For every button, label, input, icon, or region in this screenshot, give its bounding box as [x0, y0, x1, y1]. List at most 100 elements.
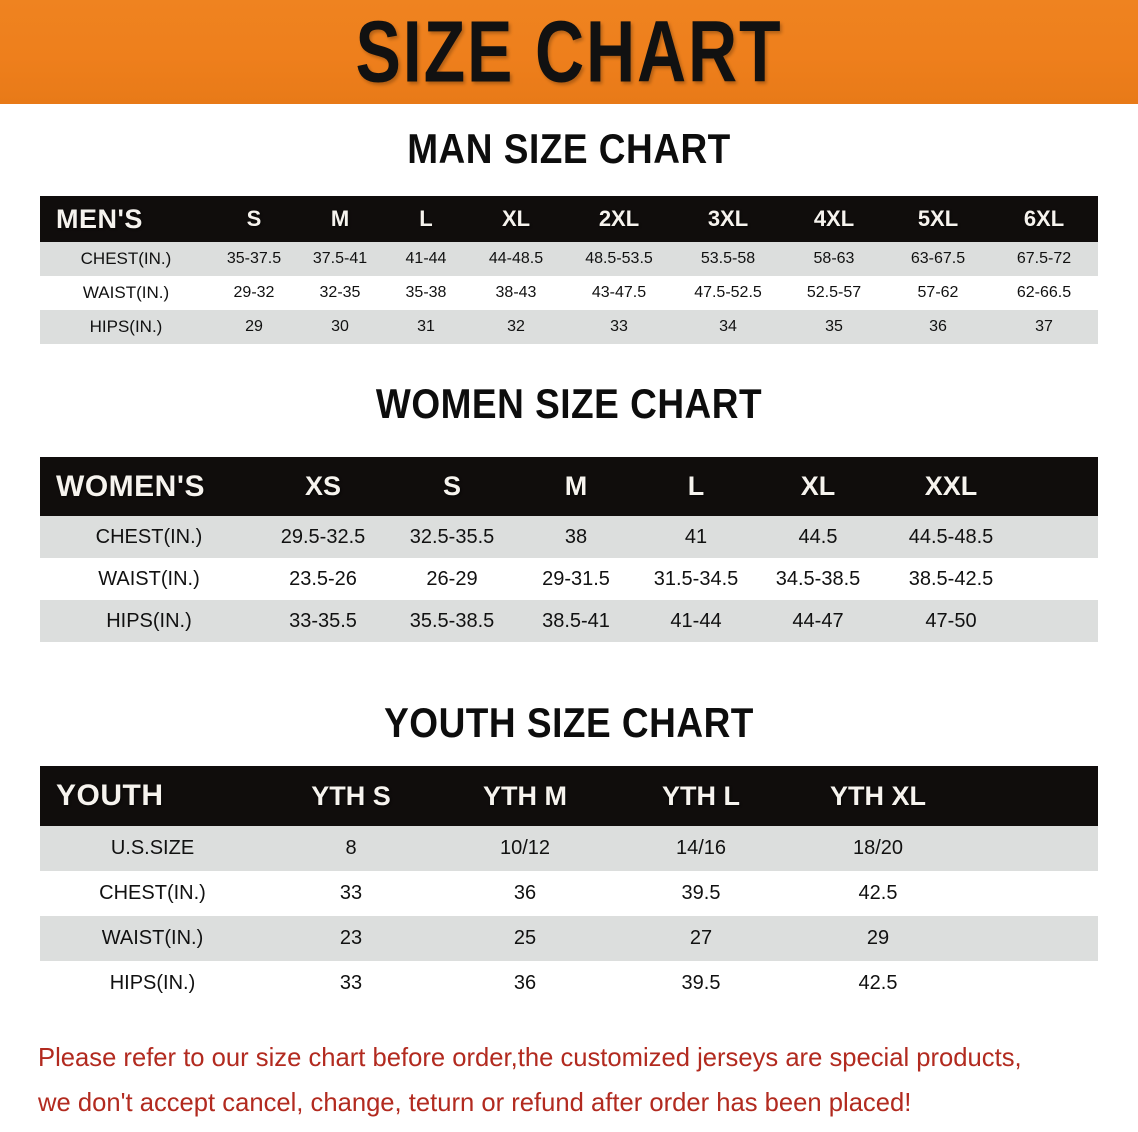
men-corner-label: MEN'S — [56, 203, 143, 234]
men-cell-2-3: 32 — [507, 318, 525, 335]
youth-cell-0-3: 18/20 — [852, 837, 904, 859]
youth-size-table: YOUTH YTH S YTH M YTH L YTH XL U.S.SIZE … — [40, 766, 1098, 1006]
women-row-label-0: CHEST(IN.) — [95, 525, 203, 548]
table-row: CHEST(IN.) 29.5-32.5 32.5-35.5 38 41 44.… — [40, 516, 1098, 558]
men-cell-1-3: 38-43 — [495, 284, 537, 301]
women-cell-0-3: 41 — [684, 525, 708, 548]
women-col-header-3: L — [687, 471, 705, 501]
men-cell-1-8: 62-66.5 — [1016, 284, 1072, 301]
men-cell-1-2: 35-38 — [405, 284, 447, 301]
youth-cell-1-1: 36 — [513, 882, 537, 904]
page-banner: SIZE CHART — [0, 0, 1138, 104]
men-cell-2-4: 33 — [610, 318, 628, 335]
youth-cell-1-0: 33 — [339, 882, 363, 904]
women-cell-0-4: 44.5 — [798, 525, 838, 548]
table-header-row: MEN'S S M L XL 2XL 3XL 4XL 5XL 6XL — [40, 196, 1098, 242]
men-cell-0-1: 37.5-41 — [312, 250, 368, 267]
table-header-row: YOUTH YTH S YTH M YTH L YTH XL — [40, 766, 1098, 826]
youth-cell-2-4 — [967, 916, 1098, 961]
men-cell-1-7: 57-62 — [917, 284, 959, 301]
men-cell-1-4: 43-47.5 — [591, 284, 647, 301]
youth-col-header-2: YTH L — [662, 780, 740, 811]
youth-cell-1-3: 42.5 — [858, 882, 898, 904]
women-cell-0-2: 38 — [564, 525, 588, 548]
youth-cell-2-0: 23 — [339, 927, 363, 949]
men-cell-0-7: 63-67.5 — [910, 250, 966, 267]
men-cell-0-0: 35-37.5 — [226, 250, 282, 267]
men-cell-2-1: 30 — [331, 318, 349, 335]
disclaimer-line-1: Please refer to our size chart before or… — [38, 1042, 1022, 1072]
table-row: HIPS(IN.) 33 36 39.5 42.5 — [40, 961, 1098, 1006]
youth-row-label-0: U.S.SIZE — [110, 837, 195, 859]
table-header-row: WOMEN'S XS S M L XL XXL — [40, 457, 1098, 516]
men-col-header-4: 2XL — [598, 206, 640, 231]
men-cell-2-0: 29 — [245, 318, 263, 335]
men-cell-0-2: 41-44 — [405, 250, 447, 267]
youth-col-header-4 — [967, 766, 1098, 826]
table-row: HIPS(IN.) 29 30 31 32 33 34 35 36 37 — [40, 310, 1098, 344]
men-cell-0-3: 44-48.5 — [488, 250, 544, 267]
men-col-header-3: XL — [501, 206, 531, 231]
women-size-table: WOMEN'S XS S M L XL XXL CHEST(IN.) 29.5-… — [40, 457, 1098, 642]
table-row: WAIST(IN.) 23 25 27 29 — [40, 916, 1098, 961]
women-cell-0-1: 32.5-35.5 — [409, 525, 495, 548]
men-cell-2-5: 34 — [719, 318, 737, 335]
men-cell-1-5: 47.5-52.5 — [694, 284, 762, 301]
women-col-header-5: XXL — [924, 471, 978, 501]
women-corner-label: WOMEN'S — [56, 469, 205, 503]
youth-cell-0-2: 14/16 — [675, 837, 727, 859]
youth-cell-1-4 — [967, 871, 1098, 916]
men-cell-1-1: 32-35 — [319, 284, 361, 301]
men-row-label-1: WAIST(IN.) — [82, 283, 170, 302]
women-cell-2-4: 44-47 — [792, 609, 844, 632]
men-col-header-5: 3XL — [707, 206, 749, 231]
women-cell-2-spacer — [1022, 600, 1098, 642]
section-title-man: MAN SIZE CHART — [407, 126, 731, 172]
youth-cell-3-4 — [967, 961, 1098, 1006]
table-row: WAIST(IN.) 29-32 32-35 35-38 38-43 43-47… — [40, 276, 1098, 310]
disclaimer-line-2: we don't accept cancel, change, teturn o… — [38, 1086, 912, 1117]
men-col-header-7: 5XL — [917, 206, 959, 231]
youth-cell-2-3: 29 — [866, 927, 890, 949]
table-row: HIPS(IN.) 33-35.5 35.5-38.5 38.5-41 41-4… — [40, 600, 1098, 642]
youth-col-header-3: YTH XL — [829, 780, 926, 811]
women-col-header-spacer — [1022, 457, 1098, 516]
women-col-header-1: S — [442, 471, 461, 501]
youth-row-label-3: HIPS(IN.) — [109, 972, 196, 994]
men-cell-0-4: 48.5-53.5 — [585, 250, 653, 267]
women-row-label-1: WAIST(IN.) — [98, 567, 200, 590]
youth-col-header-0: YTH S — [311, 780, 391, 811]
women-cell-2-5: 47-50 — [925, 609, 977, 632]
women-cell-0-5: 44.5-48.5 — [908, 525, 994, 548]
men-col-header-2: L — [419, 206, 433, 231]
men-col-header-1: M — [330, 206, 350, 231]
women-row-label-2: HIPS(IN.) — [106, 609, 192, 632]
youth-cell-3-2: 39.5 — [681, 972, 721, 994]
youth-cell-0-1: 10/12 — [499, 837, 551, 859]
youth-col-header-1: YTH M — [483, 780, 567, 811]
women-col-header-4: XL — [800, 471, 836, 501]
men-row-label-0: CHEST(IN.) — [80, 249, 172, 268]
women-cell-1-1: 26-29 — [426, 567, 478, 590]
youth-row-label-2: WAIST(IN.) — [101, 927, 204, 949]
women-cell-1-0: 23.5-26 — [289, 567, 357, 590]
men-cell-2-6: 35 — [825, 318, 843, 335]
youth-cell-0-0: 8 — [345, 837, 357, 859]
men-col-header-0: S — [246, 206, 262, 231]
page-title: SIZE CHART — [355, 2, 783, 101]
table-row: CHEST(IN.) 35-37.5 37.5-41 41-44 44-48.5… — [40, 242, 1098, 276]
men-cell-0-6: 58-63 — [813, 250, 855, 267]
youth-cell-3-3: 42.5 — [858, 972, 898, 994]
women-cell-2-3: 41-44 — [670, 609, 722, 632]
table-row: CHEST(IN.) 33 36 39.5 42.5 — [40, 871, 1098, 916]
men-row-label-2: HIPS(IN.) — [89, 317, 163, 336]
women-cell-0-spacer — [1022, 516, 1098, 558]
return-policy-disclaimer: Please refer to our size chart before or… — [38, 1035, 1084, 1124]
youth-cell-2-1: 25 — [513, 927, 537, 949]
men-cell-0-8: 67.5-72 — [1016, 250, 1072, 267]
youth-cell-1-2: 39.5 — [681, 882, 721, 904]
men-cell-2-7: 36 — [929, 318, 947, 335]
men-cell-2-8: 37 — [1035, 318, 1053, 335]
men-cell-1-0: 29-32 — [233, 284, 275, 301]
